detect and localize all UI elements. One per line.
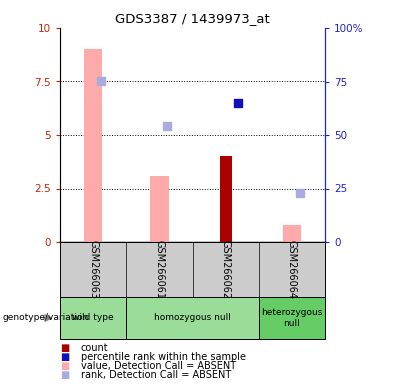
Text: ■: ■: [60, 352, 69, 362]
Point: [297, 190, 303, 196]
Text: ■: ■: [60, 361, 69, 371]
Bar: [84, 50, 102, 242]
Text: ■: ■: [60, 343, 69, 353]
Point: [98, 78, 105, 84]
Point: [234, 100, 241, 106]
Bar: [283, 225, 301, 242]
Text: GSM266064: GSM266064: [287, 240, 297, 299]
Text: GSM266062: GSM266062: [220, 240, 231, 299]
Text: heterozygous
null: heterozygous null: [261, 308, 323, 328]
Title: GDS3387 / 1439973_at: GDS3387 / 1439973_at: [115, 12, 270, 25]
Bar: [220, 156, 231, 242]
Point: [164, 123, 171, 129]
Text: ■: ■: [60, 371, 69, 381]
Text: wild type: wild type: [72, 313, 114, 323]
Text: value, Detection Call = ABSENT: value, Detection Call = ABSENT: [81, 361, 236, 371]
Text: rank, Detection Call = ABSENT: rank, Detection Call = ABSENT: [81, 371, 231, 381]
Text: GSM266063: GSM266063: [88, 240, 98, 299]
Text: count: count: [81, 343, 109, 353]
Text: genotype/variation: genotype/variation: [2, 313, 88, 323]
Text: percentile rank within the sample: percentile rank within the sample: [81, 352, 246, 362]
Bar: [150, 175, 169, 242]
Text: homozygous null: homozygous null: [154, 313, 231, 323]
Text: GSM266061: GSM266061: [155, 240, 164, 299]
